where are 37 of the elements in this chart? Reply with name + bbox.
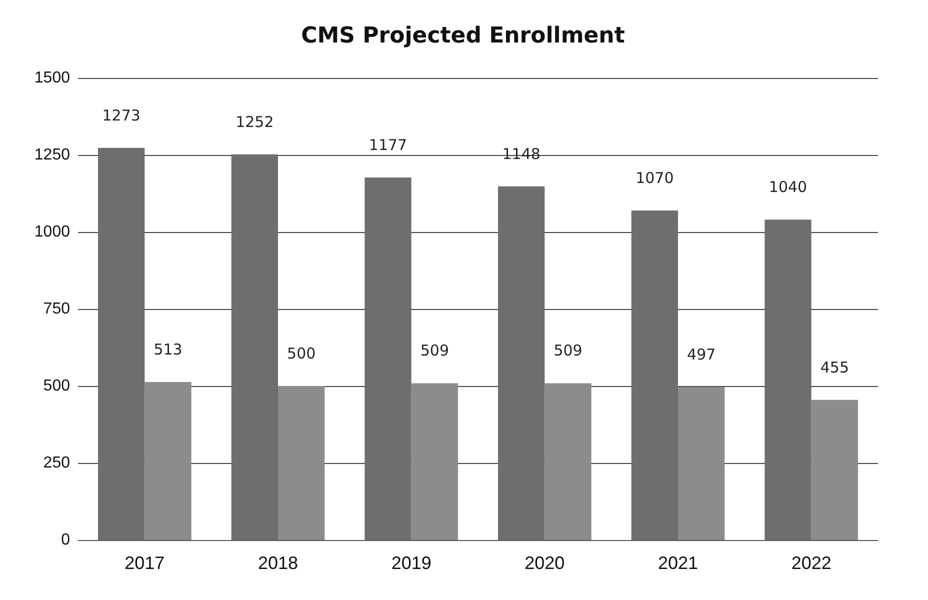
y-tick-label: 500 xyxy=(43,378,70,394)
data-label: 1273 xyxy=(102,106,140,124)
data-label: 497 xyxy=(687,345,716,364)
bar xyxy=(631,210,678,540)
bar xyxy=(544,383,592,540)
bar xyxy=(411,383,458,540)
bar xyxy=(98,148,145,540)
x-tick-label: 2021 xyxy=(658,553,698,573)
x-tick-label: 2022 xyxy=(791,553,832,573)
x-tick-label: 2020 xyxy=(524,553,565,573)
data-label: 455 xyxy=(820,358,849,376)
data-label: 1070 xyxy=(636,168,674,187)
x-tick-label: 2017 xyxy=(124,553,165,573)
data-label: 1177 xyxy=(368,136,408,154)
data-label: 1252 xyxy=(236,112,274,131)
x-tick-label: 2019 xyxy=(391,553,432,573)
bar xyxy=(678,386,725,540)
bar xyxy=(278,386,325,540)
y-tick-label: 1250 xyxy=(34,146,70,164)
y-tick-label: 1000 xyxy=(34,224,70,240)
data-label: 509 xyxy=(554,342,582,360)
bar xyxy=(764,220,812,540)
y-tick-label: 1500 xyxy=(34,70,70,86)
data-label: 509 xyxy=(420,342,449,360)
bar xyxy=(231,154,278,540)
bar xyxy=(811,400,858,540)
bar xyxy=(364,177,412,540)
data-label: 1040 xyxy=(768,178,808,196)
data-label: 500 xyxy=(287,344,316,362)
bar xyxy=(498,186,545,540)
y-tick-label: 0 xyxy=(61,532,70,548)
y-tick-label: 250 xyxy=(43,454,70,472)
y-tick-label: 750 xyxy=(43,300,70,318)
bar xyxy=(144,382,192,540)
chart-title: CMS Projected Enrollment xyxy=(301,24,626,48)
data-label: 513 xyxy=(154,340,182,358)
x-tick-label: 2018 xyxy=(258,553,298,573)
